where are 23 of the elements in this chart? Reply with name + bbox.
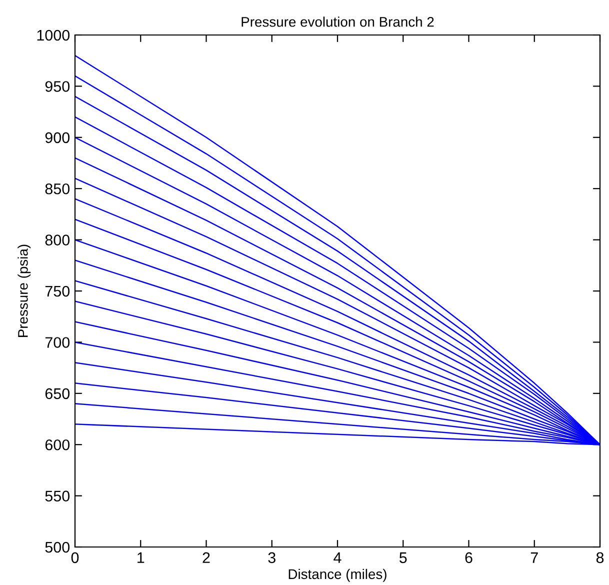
y-tick-label: 900 [45, 132, 70, 144]
y-tick-label: 500 [45, 542, 70, 553]
x-tick-label: 7 [530, 552, 538, 563]
y-tick-label: 650 [45, 388, 70, 400]
y-tick-label: 950 [45, 81, 70, 92]
y-tick-label: 550 [45, 490, 70, 502]
x-tick-label: 0 [71, 552, 79, 564]
y-tick-label: 1000 [37, 30, 70, 41]
x-tick-label: 6 [465, 552, 472, 564]
y-tick-label: 800 [45, 234, 70, 246]
y-tick-label: 750 [45, 286, 70, 297]
y-tick-label: 850 [45, 183, 70, 194]
y-axis-title: Pressure (psia) [18, 244, 31, 337]
x-tick-label: 8 [596, 552, 604, 564]
x-tick-label: 4 [334, 552, 342, 563]
y-tick-label: 600 [45, 439, 70, 450]
chart-title: Pressure evolution on Branch 2 [242, 16, 434, 27]
x-tick-label: 5 [399, 552, 407, 564]
y-tick-label: 700 [45, 337, 70, 348]
x-tick-label: 2 [202, 552, 210, 563]
x-tick-label: 3 [268, 552, 276, 564]
x-tick-label: 1 [138, 552, 144, 563]
x-axis-title: Distance (miles) [288, 568, 386, 582]
